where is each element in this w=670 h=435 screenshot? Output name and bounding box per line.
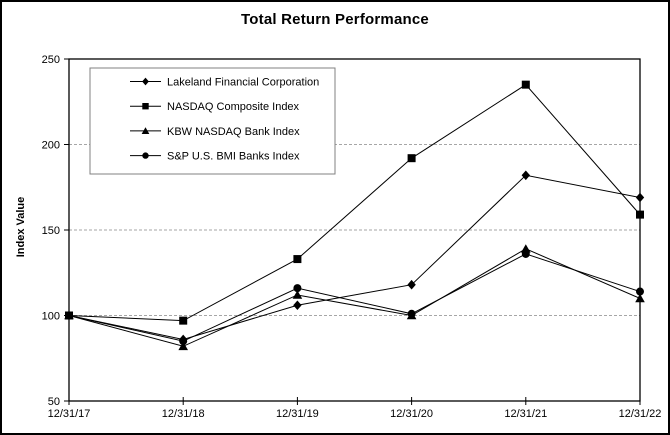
x-axis: 12/31/17 12/31/18 12/31/19 12/31/20 12/31/21… — [48, 397, 662, 420]
data-point-s-p-u-s-bmi-banks-index-4 — [521, 249, 530, 258]
data-point-nasdaq-composite-index-1 — [179, 316, 188, 325]
legend-marker-triangle — [141, 127, 150, 134]
data-point-s-p-u-s-bmi-banks-index-5 — [636, 287, 644, 296]
data-point-s-p-u-s-bmi-banks-index-1 — [179, 337, 188, 346]
legend: Lakeland Financial Corporation NASDAQ Com… — [89, 67, 336, 175]
data-point-nasdaq-composite-index-2 — [293, 255, 302, 264]
data-point-nasdaq-composite-index-3 — [407, 154, 416, 163]
data-point-nasdaq-composite-index-5 — [636, 210, 644, 219]
data-point-kbw-nasdaq-bank-index-5 — [635, 293, 645, 303]
x-tick-label-0: 12/31/17 — [48, 408, 91, 420]
x-tick-label-4: 12/31/21 — [504, 408, 547, 420]
x-tick-label-2: 12/31/19 — [276, 408, 319, 420]
series-s-p-u-s-bmi-banks-index — [65, 249, 644, 346]
data-point-s-p-u-s-bmi-banks-index-2 — [293, 284, 302, 293]
y-axis: 50 100 150 200 250 — [42, 54, 69, 408]
legend-entry-kbw-nasdaq-bank-index: KBW NASDAQ Bank Index — [130, 126, 300, 138]
y-tick-label-250: 250 — [42, 54, 60, 66]
series-lakeland-financial-corporation — [64, 170, 645, 345]
series-line-lakeland-financial-corporation — [68, 174, 641, 340]
legend-label: NASDAQ Composite Index — [167, 101, 300, 113]
x-tick-label-1: 12/31/18 — [162, 408, 205, 420]
legend-label: KBW NASDAQ Bank Index — [167, 126, 300, 138]
data-point-s-p-u-s-bmi-banks-index-0 — [65, 311, 73, 320]
y-tick-label-150: 150 — [42, 225, 60, 237]
data-point-kbw-nasdaq-bank-index-4 — [521, 244, 531, 253]
data-point-lakeland-financial-corporation-5 — [635, 192, 645, 203]
data-point-s-p-u-s-bmi-banks-index-3 — [407, 309, 416, 318]
series-line-nasdaq-composite-index — [68, 83, 641, 322]
legend-box — [89, 67, 336, 175]
x-tick-label-5: 12/31/22 — [619, 408, 662, 420]
legend-marker-diamond — [142, 77, 149, 86]
data-point-nasdaq-composite-index-4 — [521, 80, 530, 89]
series-line-s-p-u-s-bmi-banks-index — [68, 253, 641, 342]
legend-label: S&P U.S. BMI Banks Index — [167, 151, 300, 163]
legend-entry-nasdaq-composite-index: NASDAQ Composite Index — [130, 101, 300, 113]
data-point-lakeland-financial-corporation-4 — [521, 170, 530, 181]
y-tick-label-200: 200 — [42, 140, 60, 152]
x-tick-label-3: 12/31/20 — [390, 408, 433, 420]
data-point-kbw-nasdaq-bank-index-2 — [292, 290, 303, 299]
chart-title: Total Return Performance — [241, 11, 429, 28]
series-line-kbw-nasdaq-bank-index — [68, 248, 641, 347]
legend-marker-circle — [142, 152, 149, 159]
data-point-lakeland-financial-corporation-2 — [293, 300, 302, 311]
legend-label: Lakeland Financial Corporation — [167, 77, 319, 89]
data-point-kbw-nasdaq-bank-index-1 — [178, 341, 188, 351]
y-tick-label-100: 100 — [42, 311, 60, 323]
legend-entry-s-p-u-s-bmi-banks-index: S&P U.S. BMI Banks Index — [130, 151, 300, 163]
legend-marker-square — [142, 103, 149, 110]
legend-entry-lakeland-financial-corporation: Lakeland Financial Corporation — [130, 77, 319, 89]
data-point-lakeland-financial-corporation-3 — [407, 279, 416, 290]
y-tick-label-50: 50 — [48, 396, 60, 408]
